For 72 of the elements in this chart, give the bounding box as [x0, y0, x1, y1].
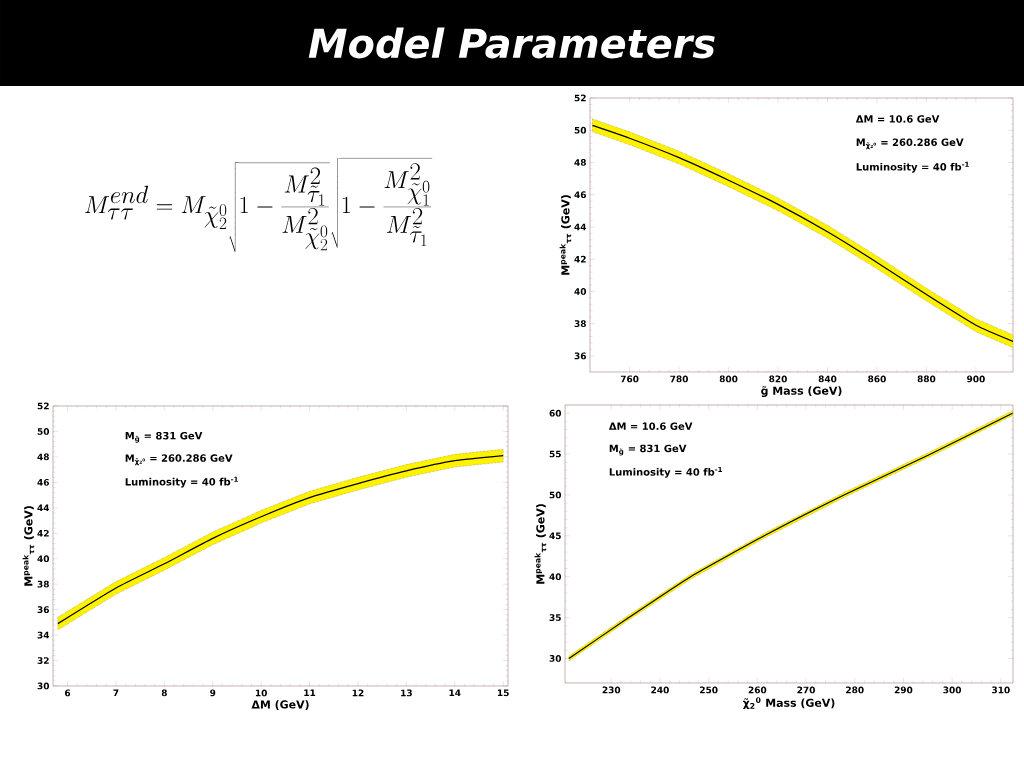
x-tick-label: 880: [917, 375, 936, 383]
y-tick-label: 55: [549, 450, 561, 458]
y-tick-label: 48: [574, 159, 586, 166]
y-tick-label: 48: [37, 453, 49, 461]
x-tick-label: 820: [769, 375, 787, 383]
y-axis-title: M$^{peak}$$_{ττ}$ (GeV): [534, 504, 547, 584]
x-tick-label: 270: [797, 686, 815, 694]
x-tick-label: 8: [161, 689, 167, 697]
x-tick-label: 760: [620, 375, 639, 383]
y-tick-label: 45: [549, 532, 561, 540]
x-tick-label: 860: [868, 375, 886, 383]
y-tick-label: 35: [549, 614, 561, 621]
y-tick-label: 50: [37, 428, 50, 435]
y-tick-label: 44: [37, 504, 50, 512]
x-tick-label: 840: [818, 375, 837, 383]
x-tick-label: 900: [967, 375, 985, 383]
y-tick-label: 40: [574, 288, 587, 295]
x-axis-title: ΔM (GeV): [251, 700, 309, 710]
y-tick-label: 30: [549, 655, 562, 662]
x-tick-label: 14: [449, 689, 461, 697]
annotation: M$_{g̃}$ = 831 GeV: [125, 431, 203, 443]
y-tick-label: 40: [37, 555, 50, 563]
y-tick-label: 60: [549, 409, 562, 417]
y-tick-label: 46: [37, 478, 50, 486]
annotation: M$_{χ̃₂⁰}$ = 260.286 GeV: [125, 454, 233, 466]
y-tick-label: 34: [37, 631, 50, 639]
x-tick-label: 230: [602, 686, 621, 694]
text: $M_{\tau\tau}^{end} = M_{\tilde{\chi}_2^0}\sqrt{1-\frac{M_{\tilde{\tau}_1}^2}{M_{\tilde{\chi}_2^0}^2}}\sqrt{1-\frac{M_{\tilde{\chi}_1^0}^2}{M_{\tilde{\tau}_1}^2}}$: [85, 158, 433, 253]
y-axis-title: M$^{peak}$$_{ττ}$ (GeV): [22, 506, 35, 586]
x-tick-label: 300: [943, 686, 962, 694]
chart-title: Model Parameters: [308, 27, 715, 59]
annotation: Luminosity = 40 fb$^{-1}$: [125, 476, 238, 488]
y-tick-label: 32: [37, 657, 49, 664]
x-tick-label: 15: [497, 689, 509, 697]
x-tick-label: 260: [748, 686, 767, 694]
x-tick-label: 13: [401, 689, 412, 697]
y-tick-label: 52: [37, 402, 49, 410]
x-tick-label: 7: [113, 689, 119, 697]
x-tick-label: 10: [255, 689, 267, 697]
x-tick-label: 800: [719, 375, 738, 383]
y-tick-label: 30: [37, 682, 50, 690]
y-tick-label: 52: [574, 94, 586, 102]
x-tick-label: 780: [670, 375, 688, 383]
y-tick-label: 50: [549, 491, 562, 499]
x-tick-label: 290: [894, 686, 913, 694]
annotation: M$_{g̃}$ = 831 GeV: [609, 444, 687, 456]
x-tick-label: 11: [304, 689, 316, 697]
y-axis-title: M$^{peak}$$_{ττ}$ (GeV): [559, 195, 572, 275]
y-tick-label: 42: [574, 255, 586, 263]
x-tick-label: 6: [64, 689, 71, 697]
x-tick-label: 250: [700, 686, 718, 694]
y-tick-label: 38: [574, 320, 586, 328]
y-tick-label: 40: [549, 573, 562, 581]
annotation: M$_{χ̃₂⁰}$ = 260.286 GeV: [856, 138, 964, 150]
y-tick-label: 42: [37, 529, 49, 537]
y-tick-label: 36: [37, 606, 50, 614]
y-tick-label: 36: [574, 352, 587, 360]
x-tick-label: 240: [651, 686, 669, 694]
x-axis-title: g̃ Mass (GeV): [761, 386, 842, 398]
x-tick-label: 12: [352, 689, 364, 697]
y-tick-label: 38: [37, 580, 49, 588]
annotation: Luminosity = 40 fb$^{-1}$: [609, 466, 722, 478]
y-tick-label: 44: [574, 223, 587, 231]
annotation: Luminosity = 40 fb$^{-1}$: [856, 161, 969, 173]
y-tick-label: 46: [574, 191, 587, 199]
x-tick-label: 9: [210, 689, 216, 697]
x-tick-label: 280: [846, 686, 864, 694]
x-axis-title: χ̃$_{2}$$^{0}$ Mass (GeV): [742, 697, 835, 710]
annotation: ΔM = 10.6 GeV: [608, 422, 693, 430]
x-tick-label: 310: [992, 686, 1010, 694]
y-tick-label: 50: [574, 126, 587, 134]
annotation: ΔM = 10.6 GeV: [855, 115, 940, 123]
